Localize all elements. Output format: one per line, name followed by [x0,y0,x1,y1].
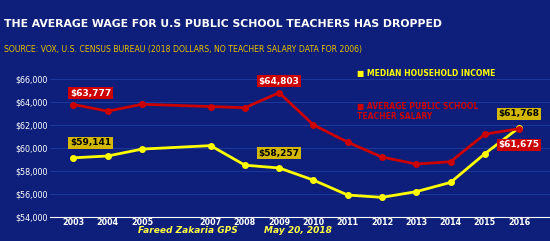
Text: ■ AVERAGE PUBLIC SCHOOL
TEACHER SALARY: ■ AVERAGE PUBLIC SCHOOL TEACHER SALARY [358,102,478,121]
Text: May 20, 2018: May 20, 2018 [264,226,332,235]
Text: ■ MEDIAN HOUSEHOLD INCOME: ■ MEDIAN HOUSEHOLD INCOME [358,69,496,78]
Text: $59,141: $59,141 [70,139,111,147]
Text: SOURCE: VOX, U.S. CENSUS BUREAU (2018 DOLLARS, NO TEACHER SALARY DATA FOR 2006): SOURCE: VOX, U.S. CENSUS BUREAU (2018 DO… [4,45,362,54]
Text: $63,777: $63,777 [70,89,111,98]
Text: THE AVERAGE WAGE FOR U.S PUBLIC SCHOOL TEACHERS HAS DROPPED: THE AVERAGE WAGE FOR U.S PUBLIC SCHOOL T… [4,19,442,29]
Text: $64,803: $64,803 [258,77,300,86]
Text: Fareed Zakaria GPS: Fareed Zakaria GPS [138,226,237,235]
Text: $61,675: $61,675 [499,140,540,149]
Text: $61,768: $61,768 [499,109,540,118]
Text: $58,257: $58,257 [258,149,300,158]
